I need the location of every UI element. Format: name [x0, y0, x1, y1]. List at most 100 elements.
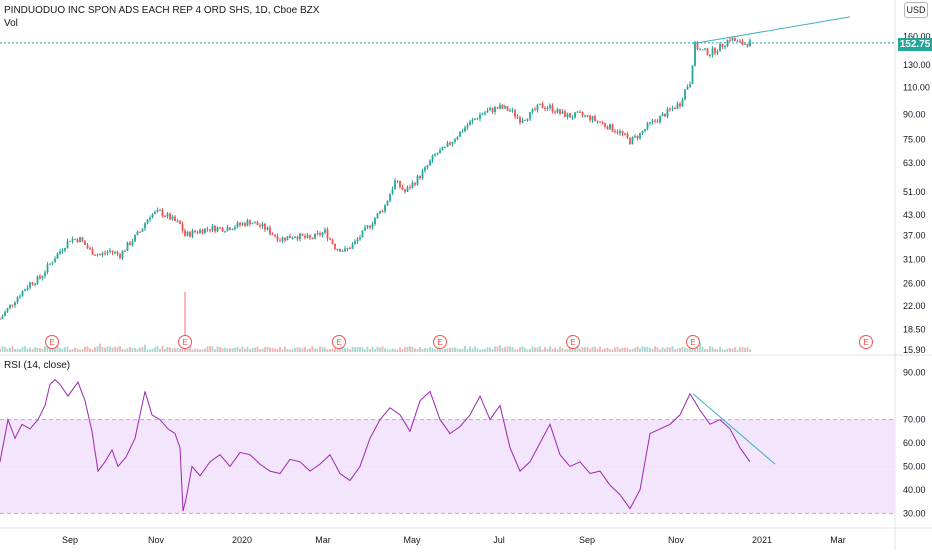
- volume-bar: [711, 347, 714, 352]
- candle-body: [666, 108, 669, 117]
- volume-bar: [599, 346, 601, 352]
- time-tick-label: May: [403, 535, 421, 545]
- candle-body: [614, 131, 616, 133]
- volume-bar: [639, 348, 641, 352]
- candle-body: [674, 108, 676, 110]
- volume-bar: [184, 292, 186, 352]
- volume-bar: [124, 349, 126, 352]
- candle-body: [51, 262, 54, 264]
- volume-bar: [654, 346, 656, 352]
- candle-body: [31, 282, 34, 285]
- volume-bar: [421, 349, 424, 352]
- candle-body: [136, 231, 139, 235]
- candle-body: [451, 141, 454, 145]
- volume-bar: [21, 346, 24, 352]
- volume-bar: [359, 347, 361, 352]
- candle-body: [259, 225, 261, 227]
- volume-bar: [179, 349, 181, 352]
- volume-bar: [749, 349, 751, 352]
- candle-body: [14, 302, 16, 306]
- candle-body: [734, 38, 736, 42]
- candle-body: [641, 131, 644, 134]
- candle-body: [489, 108, 491, 111]
- volume-bar: [404, 346, 406, 352]
- candle-body: [646, 123, 649, 130]
- candle-body: [464, 127, 466, 132]
- earnings-marker-label: E: [863, 338, 868, 347]
- candle-body: [534, 109, 536, 111]
- candle-body: [519, 117, 521, 123]
- volume-bar: [431, 348, 434, 352]
- volume-bar: [216, 346, 219, 352]
- candle-body: [76, 239, 79, 243]
- candle-body: [271, 234, 274, 236]
- candle-body: [386, 200, 389, 206]
- volume-bar: [149, 349, 151, 352]
- volume-bar: [701, 346, 704, 352]
- volume-bar: [729, 347, 731, 352]
- candle-body: [249, 220, 251, 225]
- candle-body: [379, 210, 381, 214]
- volume-bar: [499, 344, 501, 352]
- candle-body: [196, 231, 199, 233]
- rsi-tick-label: 60.00: [903, 438, 926, 448]
- candle-body: [144, 223, 146, 229]
- candle-body: [54, 258, 56, 263]
- candle-body: [171, 216, 174, 220]
- volume-bar: [719, 346, 721, 352]
- volume-bar: [211, 346, 214, 352]
- volume-bar: [549, 346, 551, 352]
- volume-bar: [686, 348, 689, 352]
- candle-body: [314, 233, 316, 239]
- volume-bar: [279, 346, 281, 352]
- candle-body: [644, 129, 646, 132]
- volume-bar: [461, 348, 464, 352]
- volume-bar: [384, 348, 386, 352]
- candle-body: [559, 109, 561, 114]
- candle-body: [551, 105, 554, 112]
- volume-bar: [66, 346, 69, 352]
- candle-body: [414, 182, 416, 185]
- candle-body: [656, 121, 659, 123]
- candle-body: [726, 39, 729, 46]
- candle-body: [724, 45, 726, 48]
- volume-bar: [326, 349, 329, 352]
- volume-bar: [394, 349, 396, 352]
- candle-body: [296, 237, 299, 240]
- volume-bar: [109, 346, 111, 352]
- candle-body: [589, 115, 591, 121]
- volume-bar: [594, 346, 596, 352]
- candle-body: [349, 247, 351, 249]
- volume-bar: [676, 348, 679, 352]
- candle-body: [569, 113, 571, 118]
- candle-body: [309, 235, 311, 238]
- volume-bar: [471, 348, 474, 352]
- candle-body: [274, 234, 276, 237]
- candle-body: [221, 227, 224, 232]
- candle-body: [441, 147, 444, 151]
- volume-bar: [514, 349, 516, 352]
- volume-bar: [529, 348, 531, 352]
- volume-bar: [136, 349, 139, 352]
- volume-bar: [9, 347, 11, 352]
- currency-badge[interactable]: USD: [904, 2, 928, 18]
- volume-bar: [41, 349, 44, 352]
- candle-body: [184, 230, 186, 236]
- earnings-marker: [859, 335, 873, 349]
- volume-bar: [44, 346, 46, 352]
- volume-bar: [396, 349, 399, 352]
- volume-bar: [349, 349, 351, 352]
- volume-bar: [86, 346, 89, 352]
- candle-body: [141, 228, 144, 232]
- price-tick-label: 26.00: [903, 278, 926, 288]
- candle-body: [731, 38, 734, 41]
- volume-bar: [551, 348, 554, 352]
- volume-bar: [546, 348, 549, 352]
- volume-bar: [649, 348, 651, 352]
- volume-bar: [419, 347, 421, 352]
- candle-body: [629, 137, 631, 145]
- volume-bar: [206, 346, 209, 352]
- volume-bar: [634, 347, 636, 352]
